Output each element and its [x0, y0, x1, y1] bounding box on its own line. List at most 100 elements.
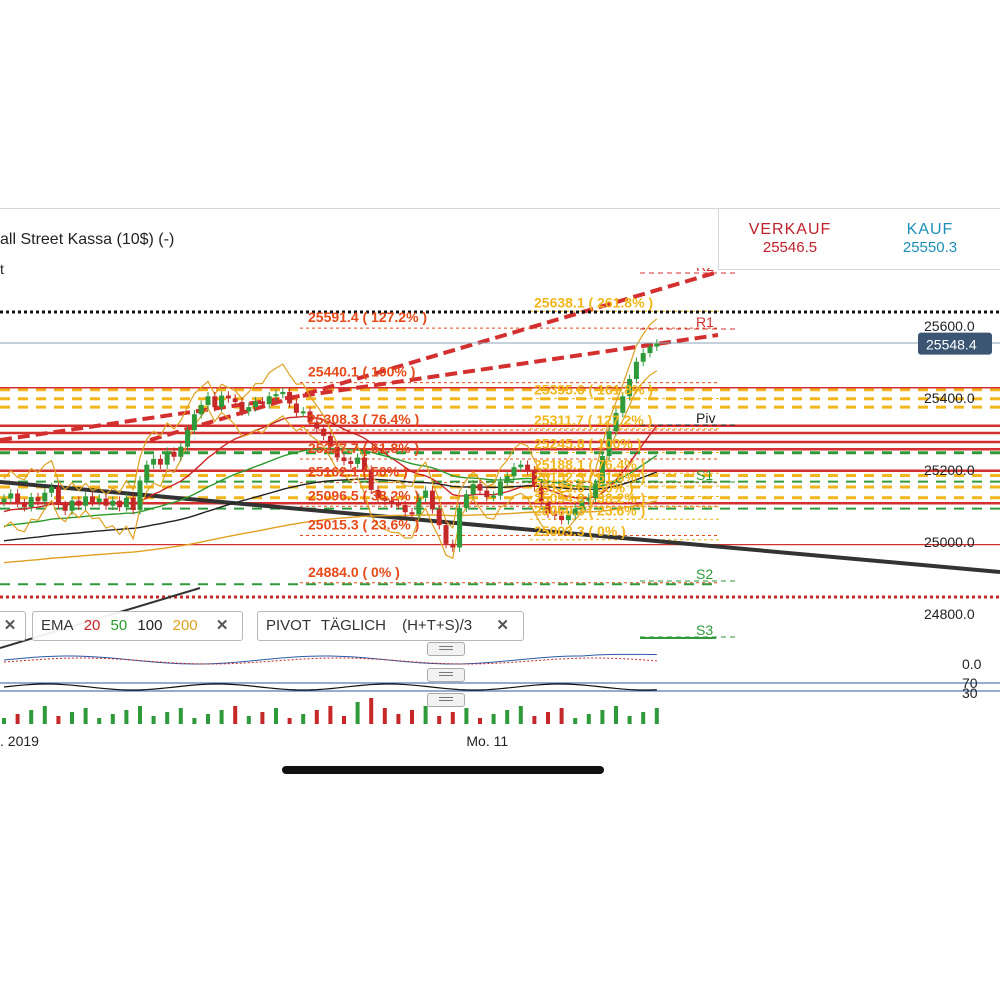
- candle-body: [627, 379, 633, 397]
- macd-signal-line: [3, 657, 657, 665]
- instrument-title[interactable]: all Street Kassa (10$) (-): [0, 231, 175, 248]
- candle-body: [287, 391, 293, 404]
- candle-body: [69, 500, 75, 511]
- candle-body: [572, 508, 578, 516]
- ema-indicator-chip[interactable]: EMA 20 50 100 200 ✕: [32, 611, 244, 641]
- volume-bar: [369, 698, 374, 724]
- candle-body: [96, 498, 102, 503]
- volume-bar: [355, 702, 360, 724]
- volume-bar: [505, 710, 510, 724]
- fib-extension-label: 25094.8 ( 38.2% ): [534, 490, 645, 506]
- candle-body: [191, 414, 197, 431]
- candle-body: [633, 361, 639, 379]
- candle-body: [457, 507, 463, 548]
- candle-body: [491, 495, 497, 498]
- ema-period-200: 200: [172, 617, 198, 634]
- candle-body: [293, 403, 299, 413]
- volume-bar: [192, 718, 197, 724]
- candle-body: [565, 515, 571, 521]
- lower-band-line: [3, 370, 658, 560]
- fib-level-label: 24884.0 ( 0% ): [308, 564, 400, 580]
- y-tick-label: 25000.0: [924, 534, 975, 550]
- candle-body: [463, 494, 469, 508]
- buy-label: KAUF: [906, 221, 954, 238]
- fib-level-label: 25440.1 ( 100% ): [308, 364, 415, 380]
- oscillator-axis-label: 0.0: [962, 656, 982, 672]
- candle-body: [402, 505, 408, 513]
- candle-body: [423, 490, 429, 498]
- candle-body: [640, 353, 646, 362]
- pivot-level-label: S2: [696, 566, 713, 582]
- indicator-remove-button[interactable]: ✕: [0, 611, 26, 641]
- volume-bar: [342, 716, 346, 724]
- pivot-level-label: S1: [696, 467, 713, 483]
- candle-body: [593, 483, 599, 498]
- candle-body: [327, 435, 333, 447]
- sell-button[interactable]: VERKAUF 25546.5: [718, 208, 862, 270]
- volume-bar: [654, 708, 659, 724]
- candle-body: [76, 500, 82, 506]
- pane-resize-handle[interactable]: [427, 642, 465, 656]
- volume-bar: [151, 716, 156, 724]
- volume-bar: [396, 714, 401, 724]
- pane-resize-handle[interactable]: [427, 668, 465, 682]
- x-tick-label: Mo. 11: [466, 733, 508, 749]
- fib-level-label: 25227.7 ( 61.8% ): [308, 440, 419, 456]
- volume-bar: [97, 718, 102, 724]
- candle-body: [280, 391, 286, 395]
- close-icon: ✕: [3, 617, 17, 634]
- volume-bar: [287, 718, 292, 724]
- volume-bar: [246, 716, 251, 724]
- volume-bar: [29, 710, 34, 724]
- candle-body: [613, 412, 619, 432]
- candle-body: [1, 498, 7, 503]
- candle-body: [307, 411, 313, 423]
- candle-body: [62, 505, 68, 511]
- candle-body: [178, 446, 184, 457]
- candle-body: [239, 402, 245, 412]
- candle-body: [504, 476, 510, 482]
- close-icon[interactable]: ✕: [215, 617, 229, 634]
- volume-bar: [437, 716, 442, 724]
- pivot-indicator-chip[interactable]: PIVOT TÄGLICH (H+T+S)/3 ✕: [257, 611, 524, 641]
- sell-price: 25546.5: [762, 239, 818, 256]
- fib-extension-label: 25188.1 ( 76.4% ): [534, 456, 645, 472]
- candle-body: [171, 451, 177, 457]
- volume-bar: [450, 712, 455, 724]
- buy-price: 25550.3: [902, 239, 958, 256]
- volume-bar: [2, 718, 6, 724]
- volume-bar: [559, 708, 564, 724]
- candle-body: [123, 497, 129, 508]
- candle-body: [647, 346, 653, 354]
- candle-body: [157, 458, 163, 465]
- home-indicator[interactable]: [282, 766, 604, 774]
- trend-line-support: [0, 480, 1000, 574]
- fib-extension-label: 25638.1 ( 261.8% ): [534, 294, 653, 310]
- candle-body: [525, 464, 531, 471]
- candle-body: [273, 394, 279, 397]
- pivot-level-label: R1: [696, 314, 714, 330]
- buy-button[interactable]: KAUF 25550.3: [860, 208, 1000, 270]
- candle-body: [137, 480, 143, 511]
- fib-extension-label: 25311.7 ( 127.2% ): [534, 412, 652, 428]
- candle-body: [559, 515, 565, 521]
- volume-bar: [233, 706, 238, 724]
- ema-100-line: [3, 471, 658, 542]
- candle-body: [49, 487, 55, 493]
- pivot-mode: TÄGLICH: [320, 617, 386, 634]
- price-chart[interactable]: 25600.0 25400.0 25200.0 25000.0 24800.0 25548…: [0, 268, 1000, 750]
- fib-extension-label: 25395.6 ( 161.8% ): [534, 382, 653, 398]
- fib-extension-label: 25060.3 ( 23.6% ): [534, 502, 645, 518]
- ema-period-50: 50: [110, 617, 128, 634]
- volume-bar: [124, 710, 129, 724]
- fib-level-label: 25015.3 ( 23.6% ): [308, 516, 419, 532]
- candle-body: [205, 396, 211, 405]
- candle-body: [35, 497, 41, 502]
- candle-body: [21, 502, 27, 508]
- pivot-level-label: S3: [696, 622, 713, 638]
- y-tick-label: 25200.0: [924, 462, 975, 478]
- close-icon[interactable]: ✕: [496, 617, 509, 634]
- pane-resize-handle[interactable]: [427, 693, 465, 707]
- fib-level-label: 25096.5 ( 38.2% ): [308, 487, 419, 503]
- rsi-line: [3, 683, 657, 691]
